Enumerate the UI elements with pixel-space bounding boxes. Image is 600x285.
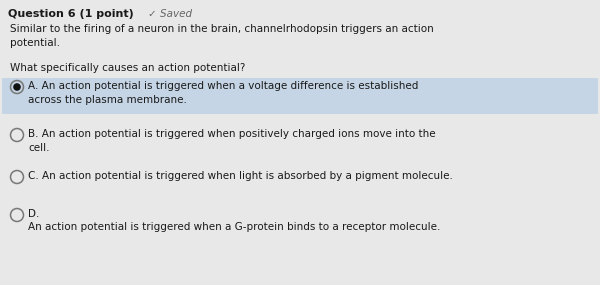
- Text: B. An action potential is triggered when positively charged ions move into the
c: B. An action potential is triggered when…: [28, 129, 436, 152]
- Text: An action potential is triggered when a G-protein binds to a receptor molecule.: An action potential is triggered when a …: [28, 222, 440, 232]
- FancyBboxPatch shape: [2, 78, 598, 114]
- Text: Question 6 (1 point): Question 6 (1 point): [8, 9, 134, 19]
- Text: Similar to the firing of a neuron in the brain, channelrhodopsin triggers an act: Similar to the firing of a neuron in the…: [10, 24, 434, 48]
- Text: C. An action potential is triggered when light is absorbed by a pigment molecule: C. An action potential is triggered when…: [28, 171, 453, 181]
- Text: D.: D.: [28, 209, 40, 219]
- Text: ✓ Saved: ✓ Saved: [148, 9, 192, 19]
- Text: What specifically causes an action potential?: What specifically causes an action poten…: [10, 63, 245, 73]
- Circle shape: [13, 83, 21, 91]
- Text: A. An action potential is triggered when a voltage difference is established
acr: A. An action potential is triggered when…: [28, 81, 418, 105]
